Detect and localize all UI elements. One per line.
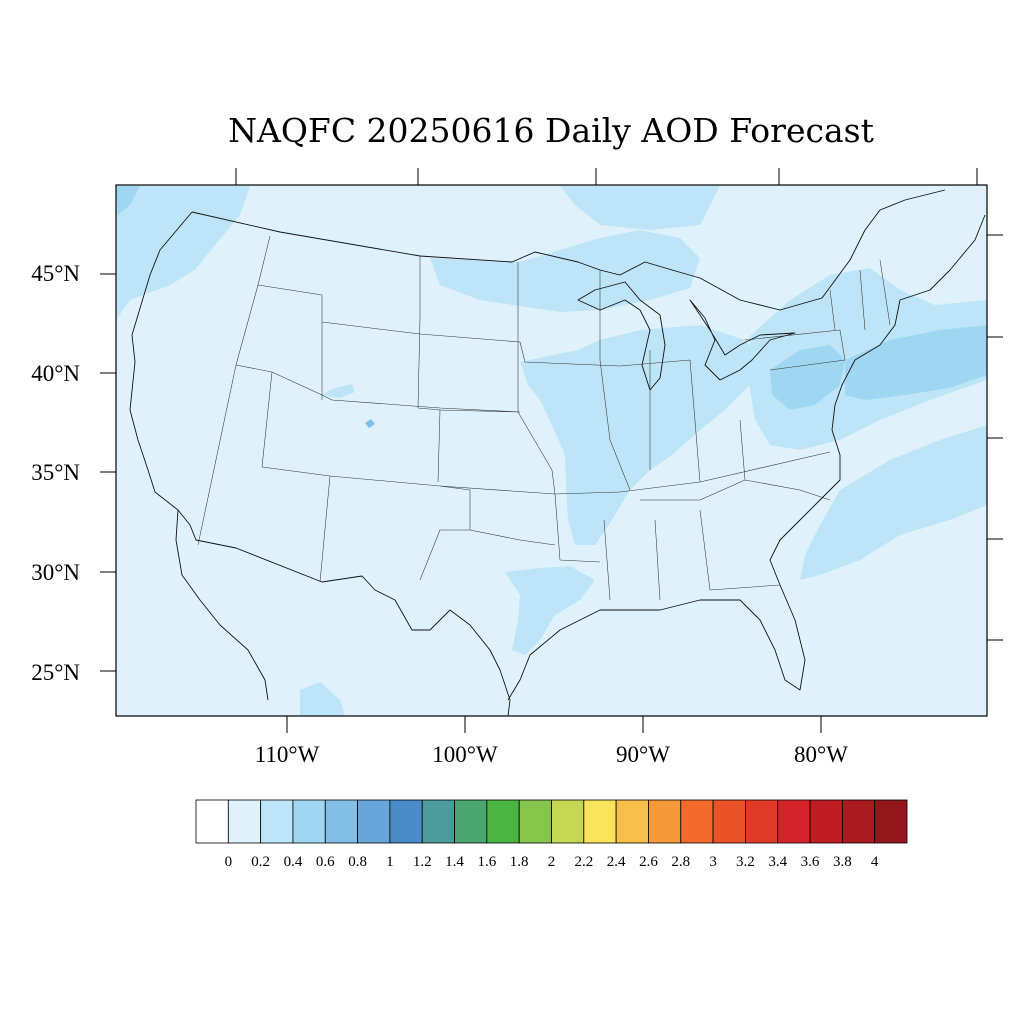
colorbar-swatch-20	[841, 799, 876, 844]
lat-label-25: 25°N	[31, 660, 80, 685]
colorbar-swatch-1	[227, 799, 262, 844]
aod-region-colorado-west	[320, 384, 355, 398]
colorbar-swatch-16	[712, 799, 746, 844]
colorbar-swatch-14	[648, 799, 682, 844]
aod-region-canada	[560, 186, 720, 230]
map-ticks	[100, 168, 1003, 733]
latitude-labels: 45°N 40°N 35°N 30°N 25°N	[31, 261, 80, 685]
lon-label-100w: 100°W	[432, 742, 498, 767]
colorbar-label-0: 0	[225, 854, 233, 870]
colorbar-label-9: 1.8	[510, 854, 529, 870]
aod-region-mid-atlantic	[770, 345, 845, 410]
colorbar-swatch-3	[292, 799, 326, 844]
colorbar-label-17: 3.4	[768, 854, 787, 870]
aod-region-gulf-coast	[505, 566, 595, 655]
colorbar-label-15: 3	[709, 854, 717, 870]
aod-region-pnw-edge	[116, 186, 140, 215]
colorbar-swatch-10	[518, 799, 552, 844]
us-coastline-and-borders	[129, 189, 986, 716]
colorbar-swatch-11	[551, 799, 585, 844]
lat-label-45: 45°N	[31, 261, 80, 286]
colorbar-label-20: 4	[871, 854, 879, 870]
map-borders	[129, 189, 986, 716]
map-panel: 45°N 40°N 35°N 30°N 25°N 110°W 100°W 90°…	[31, 168, 1003, 767]
colorbar-label-2: 0.4	[284, 854, 303, 870]
aod-region-southeast-offshore	[800, 425, 987, 580]
colorbar-swatch-17	[745, 799, 779, 844]
colorbar-label-16: 3.2	[736, 854, 755, 870]
colorbar-label-4: 0.8	[348, 854, 367, 870]
colorbar-swatch-13	[615, 799, 649, 844]
lon-label-90w: 90°W	[616, 742, 670, 767]
colorbar-label-5: 1	[386, 854, 394, 870]
colorbar-swatch-19	[809, 799, 843, 844]
lat-label-30: 30°N	[31, 560, 80, 585]
aod-region-pacific-nw	[116, 186, 250, 320]
colorbar-swatch-0	[195, 799, 229, 844]
map-frame	[115, 184, 988, 717]
colorbar-swatch-18	[777, 799, 811, 844]
colorbar-label-7: 1.4	[445, 854, 464, 870]
colorbar-label-6: 1.2	[413, 854, 432, 870]
colorbar-swatch-9	[486, 799, 520, 844]
colorbar-swatch-21	[874, 799, 908, 844]
colorbar-swatch-5	[357, 799, 391, 844]
aod-region-midwest	[520, 325, 760, 545]
colorbar-swatch-15	[680, 799, 714, 844]
colorbar-label-18: 3.6	[801, 854, 820, 870]
colorbar-label-12: 2.4	[607, 854, 626, 870]
colorbar-label-10: 2	[548, 854, 556, 870]
aod-region-atlantic-plume	[845, 325, 987, 400]
lat-label-35: 35°N	[31, 460, 80, 485]
colorbar-swatch-12	[583, 799, 617, 844]
longitude-labels: 110°W 100°W 90°W 80°W	[255, 742, 849, 767]
colorbar-swatch-4	[324, 799, 358, 844]
colorbar: 0 0.2 0.4 0.6 0.8 1 1.2 1.4 1.6 1.8 2 2.2 2.4 2.6 2.8 3…	[195, 799, 908, 870]
colorbar-swatch-2	[260, 799, 294, 844]
lon-label-110w: 110°W	[255, 742, 320, 767]
colorbar-label-14: 2.8	[671, 854, 690, 870]
colorbar-label-19: 3.8	[833, 854, 852, 870]
aod-region-texas-south	[300, 682, 345, 716]
colorbar-swatch-7	[421, 799, 455, 844]
figure-title: NAQFC 20250616 Daily AOD Forecast	[228, 111, 874, 150]
great-lakes-outline	[577, 281, 796, 391]
colorbar-swatch-8	[454, 799, 488, 844]
lon-label-80w: 80°W	[794, 742, 848, 767]
colorbar-label-11: 2.2	[574, 854, 593, 870]
colorbar-swatch-6	[389, 799, 423, 844]
lat-label-40: 40°N	[31, 361, 80, 386]
state-boundaries	[197, 235, 891, 601]
colorbar-label-8: 1.6	[477, 854, 496, 870]
aod-region-colorado-point	[365, 419, 375, 428]
colorbar-label-13: 2.6	[639, 854, 658, 870]
colorbar-label-1: 0.2	[251, 854, 270, 870]
colorbar-label-3: 0.6	[316, 854, 335, 870]
